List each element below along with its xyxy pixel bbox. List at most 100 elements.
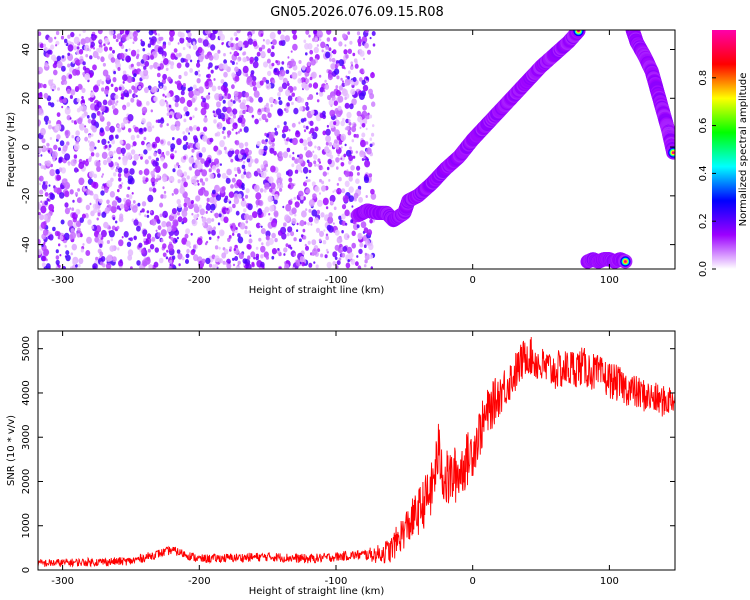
noise-speck: [247, 203, 253, 211]
noise-speck: [368, 173, 373, 178]
noise-speck: [170, 124, 176, 131]
noise-speck: [177, 42, 180, 45]
noise-speck: [280, 34, 285, 41]
noise-speck: [56, 134, 61, 140]
noise-speck: [198, 188, 204, 196]
noise-speck: [177, 211, 180, 216]
noise-speck: [186, 175, 190, 180]
noise-speck: [128, 48, 131, 51]
noise-speck: [217, 124, 220, 127]
noise-speck: [77, 188, 81, 192]
noise-speck: [187, 87, 191, 92]
noise-speck: [81, 113, 86, 119]
noise-speck: [165, 67, 169, 72]
noise-speck: [109, 125, 115, 133]
noise-speck: [291, 266, 296, 269]
noise-speck: [117, 127, 122, 133]
noise-speck: [125, 30, 130, 35]
noise-speck: [127, 254, 133, 261]
noise-speck: [302, 235, 307, 240]
noise-speck: [273, 68, 277, 73]
noise-speck: [308, 83, 313, 88]
noise-speck: [237, 117, 243, 124]
noise-speck: [170, 155, 174, 160]
noise-speck: [112, 217, 116, 221]
noise-speck: [219, 140, 225, 148]
noise-speck: [356, 165, 361, 171]
noise-speck: [43, 83, 47, 89]
noise-speck: [209, 196, 215, 204]
noise-speck: [56, 60, 63, 69]
noise-speck: [255, 192, 262, 200]
noise-speck: [333, 143, 337, 148]
noise-speck: [180, 57, 185, 63]
noise-speck: [319, 230, 324, 237]
noise-speck: [326, 261, 332, 269]
noise-speck: [268, 176, 274, 184]
noise-speck: [183, 202, 187, 207]
noise-speck: [204, 54, 209, 60]
noise-speck: [351, 139, 355, 143]
noise-speck: [348, 176, 353, 182]
noise-speck: [75, 60, 79, 64]
noise-speck: [187, 37, 192, 43]
noise-speck: [335, 109, 342, 118]
x-tick-label: -100: [325, 576, 348, 587]
noise-speck: [316, 44, 319, 47]
noise-speck: [213, 52, 220, 61]
noise-speck: [148, 30, 154, 36]
colorbar-label: Normalized spectral amplitude: [738, 73, 749, 227]
noise-speck: [234, 149, 240, 156]
noise-speck: [283, 247, 288, 253]
noise-speck: [73, 154, 78, 159]
noise-speck: [78, 49, 84, 55]
colorbar-tick-label: 0.2: [698, 213, 709, 229]
noise-speck: [213, 226, 216, 230]
noise-speck: [355, 178, 360, 184]
noise-speck: [320, 41, 326, 49]
noise-speck: [157, 225, 162, 231]
noise-speck: [194, 163, 198, 169]
noise-speck: [270, 219, 277, 228]
noise-speck: [38, 70, 41, 75]
noise-speck: [332, 261, 337, 266]
noise-speck: [357, 265, 362, 269]
noise-speck: [62, 97, 67, 104]
noise-speck: [141, 118, 146, 124]
noise-speck: [150, 210, 153, 214]
noise-speck: [154, 181, 157, 185]
noise-speck: [269, 217, 273, 222]
noise-speck: [228, 191, 235, 198]
noise-speck: [166, 123, 169, 127]
noise-speck: [293, 183, 296, 186]
noise-speck: [208, 92, 211, 95]
noise-speck: [214, 245, 219, 250]
noise-speck: [172, 96, 176, 101]
noise-speck: [97, 139, 100, 143]
noise-speck: [293, 196, 297, 200]
noise-speck: [257, 208, 263, 216]
noise-speck: [328, 99, 334, 106]
noise-speck: [91, 192, 94, 196]
noise-speck: [49, 137, 53, 140]
noise-speck: [229, 118, 235, 124]
noise-speck: [265, 79, 270, 84]
noise-speck: [291, 163, 295, 168]
noise-speck: [338, 158, 341, 161]
noise-speck: [231, 222, 236, 228]
noise-speck: [58, 157, 62, 162]
noise-speck: [96, 166, 101, 172]
noise-speck: [285, 89, 291, 97]
noise-speck: [288, 154, 292, 158]
noise-speck: [120, 93, 125, 97]
noise-speck: [281, 133, 286, 139]
noise-speck: [252, 211, 258, 219]
noise-speck: [338, 41, 343, 47]
noise-speck: [129, 237, 133, 242]
noise-speck: [156, 72, 161, 78]
noise-speck: [292, 151, 295, 155]
noise-speck: [70, 89, 76, 96]
noise-speck: [162, 176, 168, 183]
noise-speck: [74, 192, 79, 196]
noise-speck: [41, 262, 46, 268]
